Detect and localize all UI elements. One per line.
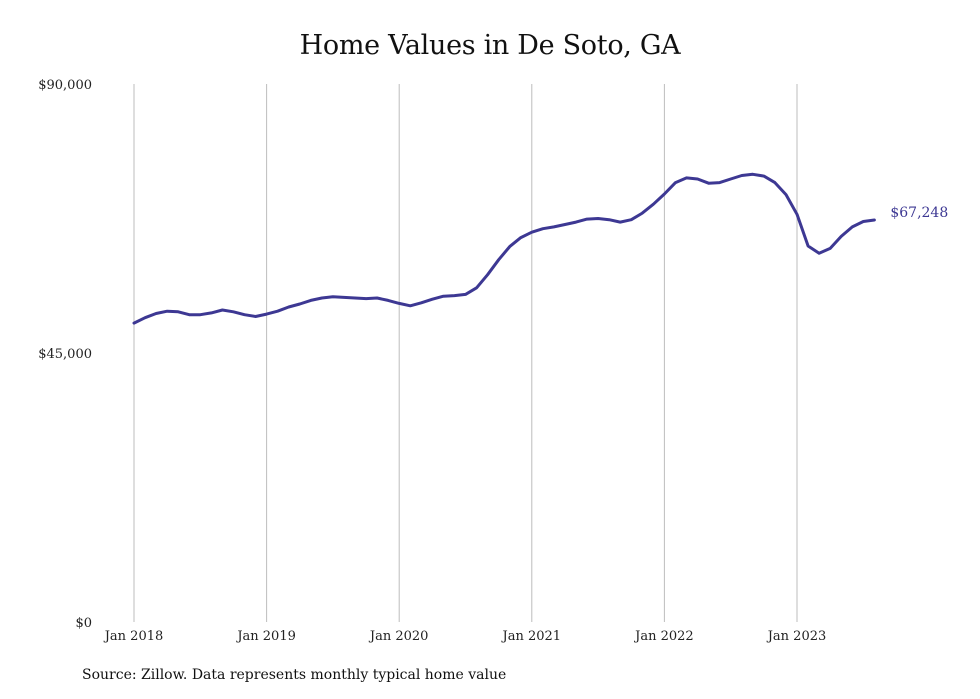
y-tick-label: $45,000 [38, 347, 92, 362]
x-tick-label: Jan 2023 [766, 629, 827, 644]
latest-value-label: $67,248 [890, 205, 948, 221]
y-tick-label: $0 [75, 616, 92, 631]
home-value-line [132, 172, 876, 325]
source-note: Source: Zillow. Data represents monthly … [82, 667, 507, 683]
gridlines [133, 84, 798, 622]
x-tick-label: Jan 2021 [501, 629, 562, 644]
chart-title: Home Values in De Soto, GA [299, 30, 681, 61]
y-tick-label: $90,000 [38, 78, 92, 93]
y-axis-ticks: $0 $45,000 $90,000 [38, 78, 92, 631]
x-tick-label: Jan 2022 [633, 629, 694, 644]
x-tick-label: Jan 2019 [235, 629, 296, 644]
x-axis-ticks: Jan 2018 Jan 2019 Jan 2020 Jan 2021 Jan 2022… [103, 629, 827, 644]
x-tick-label: Jan 2018 [103, 629, 164, 644]
x-tick-label: Jan 2020 [368, 629, 429, 644]
